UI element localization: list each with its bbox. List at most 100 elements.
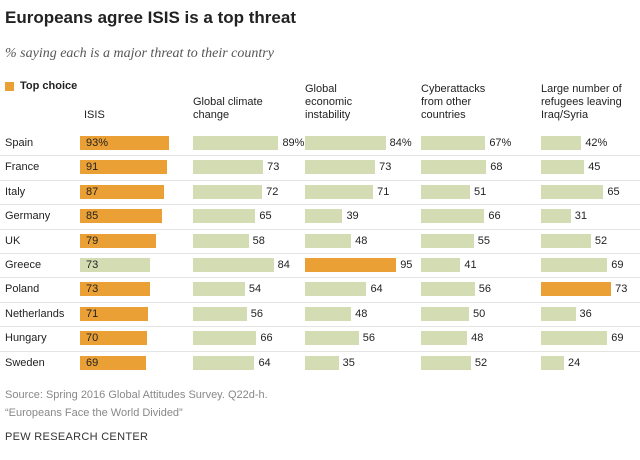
legend: Top choice xyxy=(5,80,77,92)
bar xyxy=(541,331,608,346)
bar xyxy=(541,209,571,224)
bar xyxy=(305,306,352,321)
value-label: 42% xyxy=(585,137,608,149)
value-label: 52 xyxy=(594,234,608,247)
value-label: 73 xyxy=(379,161,392,174)
value-label: 51 xyxy=(473,185,487,198)
value-label: 85 xyxy=(86,210,99,223)
value-label: 56 xyxy=(250,307,263,320)
value-label: 79 xyxy=(86,234,99,247)
bar xyxy=(80,306,149,321)
country-label: Italy xyxy=(5,185,26,198)
bar xyxy=(193,136,279,150)
bar xyxy=(80,233,156,248)
value-label: 95 xyxy=(400,259,413,271)
chart-title: Europeans agree ISIS is a top threat xyxy=(5,8,296,27)
value-label: 68 xyxy=(490,161,503,174)
bar xyxy=(305,331,359,346)
bar xyxy=(305,258,397,272)
row-separator xyxy=(0,326,640,328)
value-label: 69 xyxy=(611,259,624,271)
row-separator xyxy=(0,277,640,279)
row-separator xyxy=(0,204,640,206)
bar xyxy=(541,160,585,175)
column-header: Cyberattacks from other countries xyxy=(421,83,486,121)
value-label: 24 xyxy=(568,356,581,369)
column-header: Large number of refugees leaving Iraq/Sy… xyxy=(541,83,622,121)
value-label: 48 xyxy=(471,332,484,345)
bar xyxy=(421,282,475,297)
bar xyxy=(541,258,608,272)
country-label: Poland xyxy=(5,283,40,296)
bar xyxy=(421,355,471,370)
bar xyxy=(80,258,151,272)
bar xyxy=(421,331,468,346)
value-label: 69 xyxy=(611,332,624,345)
bar xyxy=(541,184,604,199)
value-label: 67% xyxy=(489,137,512,149)
value-label: 84% xyxy=(389,137,412,149)
country-label: Sweden xyxy=(5,356,45,369)
country-label: Greece xyxy=(5,259,42,271)
bar xyxy=(80,136,170,150)
row-separator xyxy=(0,179,640,181)
column-header: Global climate change xyxy=(193,96,263,121)
bar xyxy=(421,233,474,248)
bar xyxy=(305,233,352,248)
bar xyxy=(541,136,582,150)
row-separator xyxy=(0,350,640,352)
bar xyxy=(193,160,264,175)
report-note: “Europeans Face the World Divided” xyxy=(5,407,183,419)
bar xyxy=(541,306,576,321)
bar xyxy=(305,209,343,224)
value-label: 55 xyxy=(477,234,491,247)
bar xyxy=(305,160,376,175)
value-label: 58 xyxy=(252,234,265,247)
value-label: 71 xyxy=(377,185,390,198)
bar xyxy=(80,355,147,370)
value-label: 89% xyxy=(282,137,305,149)
bar xyxy=(80,160,168,175)
row-separator xyxy=(0,301,640,303)
value-label: 36 xyxy=(579,307,592,320)
row-separator xyxy=(0,228,640,230)
bar xyxy=(421,209,485,224)
bar xyxy=(421,184,470,199)
value-label: 73 xyxy=(86,283,99,296)
value-label: 73 xyxy=(267,161,280,174)
value-label: 56 xyxy=(478,283,491,296)
value-label: 66 xyxy=(488,210,501,223)
bar xyxy=(541,282,612,297)
bar xyxy=(193,209,256,224)
value-label: 41 xyxy=(464,259,477,271)
legend-label: Top choice xyxy=(20,80,78,92)
bar xyxy=(193,258,274,272)
value-label: 70 xyxy=(86,332,99,345)
value-label: 84 xyxy=(277,259,290,271)
bar xyxy=(193,306,247,321)
value-label: 52 xyxy=(474,356,488,369)
organization: PEW RESEARCH CENTER xyxy=(5,431,149,443)
country-label: Hungary xyxy=(5,332,47,345)
bar xyxy=(305,136,386,150)
bar xyxy=(80,184,164,199)
column-header: ISIS xyxy=(84,109,105,121)
bar xyxy=(193,184,263,199)
bar xyxy=(80,282,151,297)
country-label: Netherlands xyxy=(5,307,65,320)
bar xyxy=(305,282,367,297)
value-label: 31 xyxy=(574,210,587,223)
row-separator xyxy=(0,155,640,157)
bar xyxy=(305,355,339,370)
value-label: 45 xyxy=(588,161,601,174)
value-label: 87 xyxy=(86,185,99,198)
bar xyxy=(421,136,486,150)
country-label: Spain xyxy=(5,137,34,149)
bar xyxy=(541,233,591,248)
value-label: 39 xyxy=(346,210,359,223)
value-label: 71 xyxy=(86,307,99,320)
value-label: 91 xyxy=(86,161,99,174)
value-label: 48 xyxy=(355,234,368,247)
bar xyxy=(305,184,374,199)
